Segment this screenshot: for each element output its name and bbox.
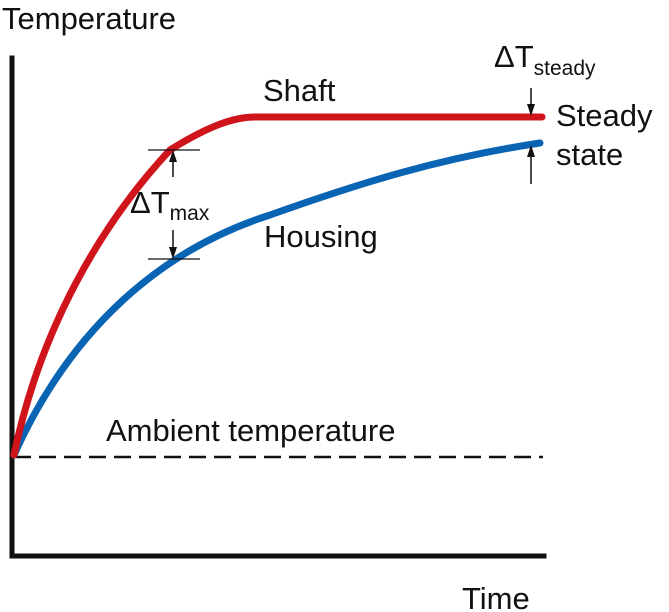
axes: [9, 55, 547, 559]
steady-state-label-line1: Steady: [556, 98, 653, 133]
steady-state-label-line2: state: [556, 137, 623, 172]
delta-max-arrow-top-head: [169, 150, 177, 162]
delta-max-arrow-bottom-head: [169, 247, 177, 259]
y-axis-label: Temperature: [2, 1, 176, 36]
delta-steady-subscript: steady: [534, 57, 596, 80]
ambient-label: Ambient temperature: [106, 413, 395, 448]
delta-max-label: ΔTmax: [130, 185, 210, 225]
delta-max-symbol: ΔT: [130, 185, 170, 220]
delta-steady-arrow-top-head: [527, 104, 535, 116]
shaft-curve: [10, 113, 546, 459]
delta-steady-label: ΔTsteady: [494, 39, 596, 80]
housing-curve: [10, 139, 544, 459]
delta-max-subscript: max: [170, 202, 210, 225]
housing-label: Housing: [264, 219, 378, 254]
delta-steady-arrow-bottom-head: [527, 145, 535, 157]
delta-steady-symbol: ΔT: [494, 39, 534, 74]
shaft-label: Shaft: [263, 73, 336, 108]
x-axis-label: Time: [462, 581, 530, 612]
